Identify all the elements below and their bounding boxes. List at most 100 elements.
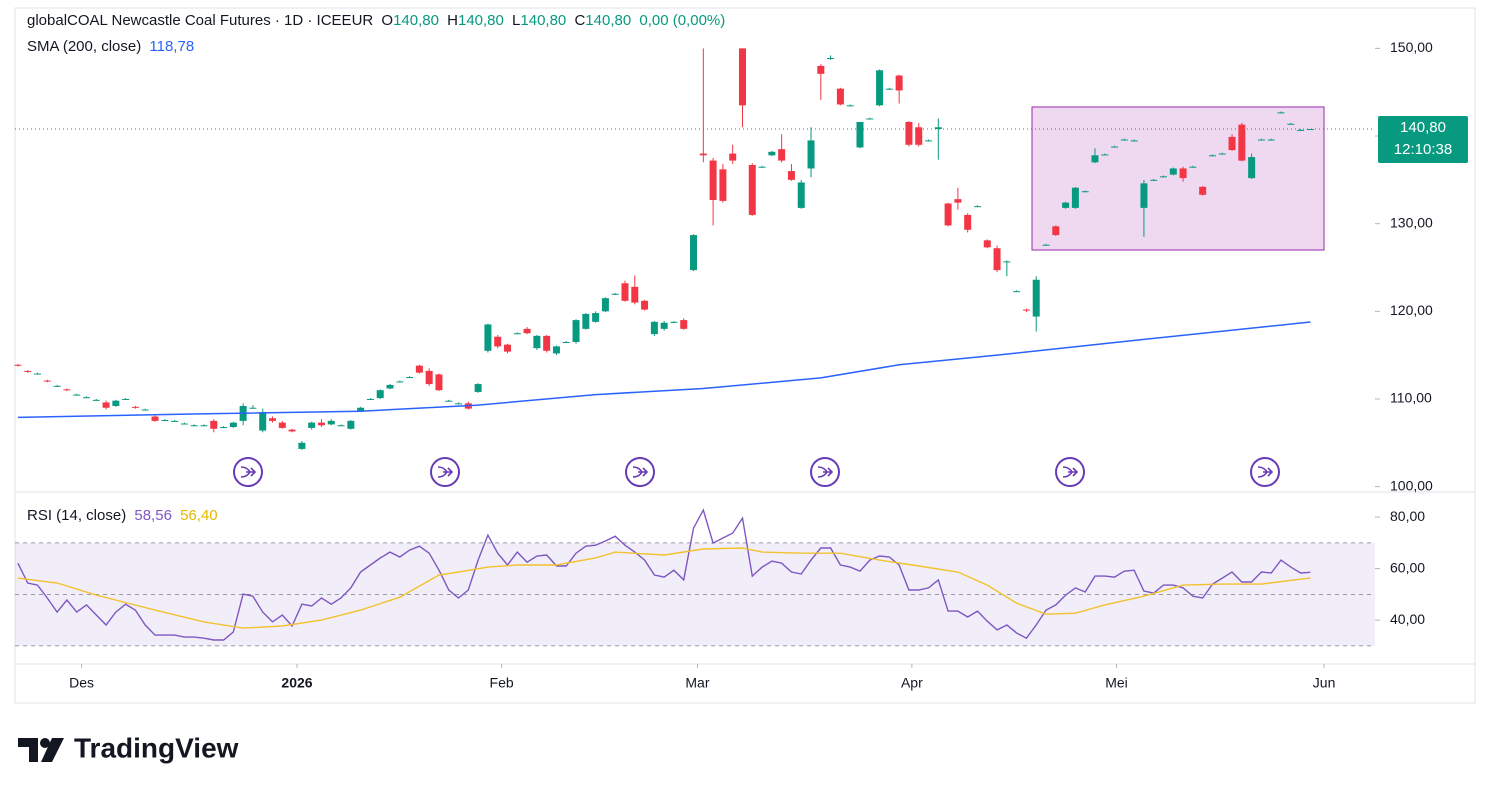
ohlc-label: O xyxy=(381,12,394,29)
candle-body xyxy=(43,380,51,382)
candle-body xyxy=(73,394,81,396)
candle-body xyxy=(278,422,286,428)
candle-body xyxy=(317,422,325,426)
candle-body xyxy=(1042,244,1050,246)
candle-body xyxy=(699,153,707,156)
candle-body xyxy=(14,364,22,366)
candle-body xyxy=(1179,168,1187,179)
candle-body xyxy=(1150,179,1158,181)
y-tick-label: 120,00 xyxy=(1390,302,1433,318)
candle-body xyxy=(249,407,257,409)
candle-body xyxy=(190,425,198,427)
indicator-name: RSI (14, close) xyxy=(27,507,127,524)
candle-body xyxy=(523,328,531,334)
rsi-legend: RSI (14, close) 58,56 56,40 xyxy=(27,507,222,524)
candle-body xyxy=(1013,291,1021,293)
candle-body xyxy=(856,122,864,148)
candle-body xyxy=(582,313,590,329)
last-price-label: 140,80 xyxy=(1400,119,1446,136)
candle-body xyxy=(778,149,786,161)
candle-body xyxy=(797,182,805,208)
ohlc-label: H xyxy=(447,12,458,29)
candle-body xyxy=(425,370,433,385)
candle-body xyxy=(1248,157,1256,179)
y-tick-label: 60,00 xyxy=(1390,559,1425,575)
candle-body xyxy=(973,206,981,208)
candle-body xyxy=(1111,146,1119,148)
candle-body xyxy=(1140,183,1148,208)
candle-body xyxy=(836,88,844,105)
candle-body xyxy=(180,423,188,425)
candle-body xyxy=(719,169,727,201)
y-tick-label: 150,00 xyxy=(1390,39,1433,55)
candle-body xyxy=(885,88,893,90)
candle-body xyxy=(993,248,1001,271)
candle-body xyxy=(141,409,149,411)
symbol-title: globalCOAL Newcastle Coal Futures · 1D ·… xyxy=(27,12,374,29)
candle-body xyxy=(82,397,90,399)
candle-body xyxy=(552,346,560,354)
candle-body xyxy=(1003,261,1011,263)
candle-body xyxy=(866,118,874,120)
candle-body xyxy=(1189,166,1197,168)
candle-body xyxy=(1062,202,1070,208)
candle-body xyxy=(876,70,884,106)
ohlc-value: 140,80 xyxy=(520,12,567,29)
ohlc-value: 140,80 xyxy=(393,12,439,29)
candle-body xyxy=(533,335,541,349)
candle-body xyxy=(1208,155,1216,157)
candle-body xyxy=(474,384,482,392)
brand: TradingView xyxy=(74,732,239,763)
highlight-rectangle xyxy=(1031,106,1325,251)
event-marker-arrow xyxy=(817,466,834,478)
event-marker-arrow xyxy=(632,466,649,478)
candle-body xyxy=(572,320,580,342)
candle-body xyxy=(229,422,237,428)
candle-body xyxy=(1277,112,1285,114)
event-marker xyxy=(625,457,655,487)
candle-body xyxy=(807,140,815,169)
x-tick-label: Mar xyxy=(685,675,709,691)
event-marker xyxy=(430,457,460,487)
candle-body xyxy=(650,321,658,335)
candle-body xyxy=(1081,191,1089,193)
candle-body xyxy=(259,412,267,431)
candle-body xyxy=(660,322,668,329)
event-marker-arrow xyxy=(1257,466,1274,478)
candle-body xyxy=(1091,155,1099,163)
candle-body xyxy=(288,429,296,432)
candle-body xyxy=(846,105,854,107)
price-legend: globalCOAL Newcastle Coal Futures · 1D ·… xyxy=(27,12,729,29)
candle-body xyxy=(415,365,423,373)
candle-body xyxy=(406,377,414,379)
ohlc-label: L xyxy=(512,12,521,29)
candle-body xyxy=(925,140,933,142)
candle-body xyxy=(621,283,629,301)
candle-body xyxy=(347,420,355,429)
change: 0,00 (0,00%) xyxy=(639,12,726,29)
candle-body xyxy=(445,400,453,402)
candle-body xyxy=(611,293,619,295)
event-marker xyxy=(1250,457,1280,487)
x-tick-label: Mei xyxy=(1105,675,1128,691)
y-tick-label: 80,00 xyxy=(1390,508,1425,524)
candle-body xyxy=(738,48,746,106)
candle-body xyxy=(954,199,962,203)
candle-body xyxy=(494,336,502,347)
candle-body xyxy=(601,298,609,312)
candle-body xyxy=(758,166,766,168)
candle-body xyxy=(787,171,795,180)
candle-body xyxy=(1022,309,1030,311)
candle-body xyxy=(592,313,600,322)
candle-body xyxy=(690,235,698,271)
candle-body xyxy=(1257,139,1265,141)
candle-body xyxy=(327,420,335,425)
candle-body xyxy=(24,370,32,372)
x-tick-label: Feb xyxy=(490,675,514,691)
event-marker xyxy=(233,457,263,487)
ohlc-value: 140,80 xyxy=(457,12,504,29)
candle-body xyxy=(1218,153,1226,155)
candle-body xyxy=(1130,140,1138,142)
candle-body xyxy=(817,65,825,74)
